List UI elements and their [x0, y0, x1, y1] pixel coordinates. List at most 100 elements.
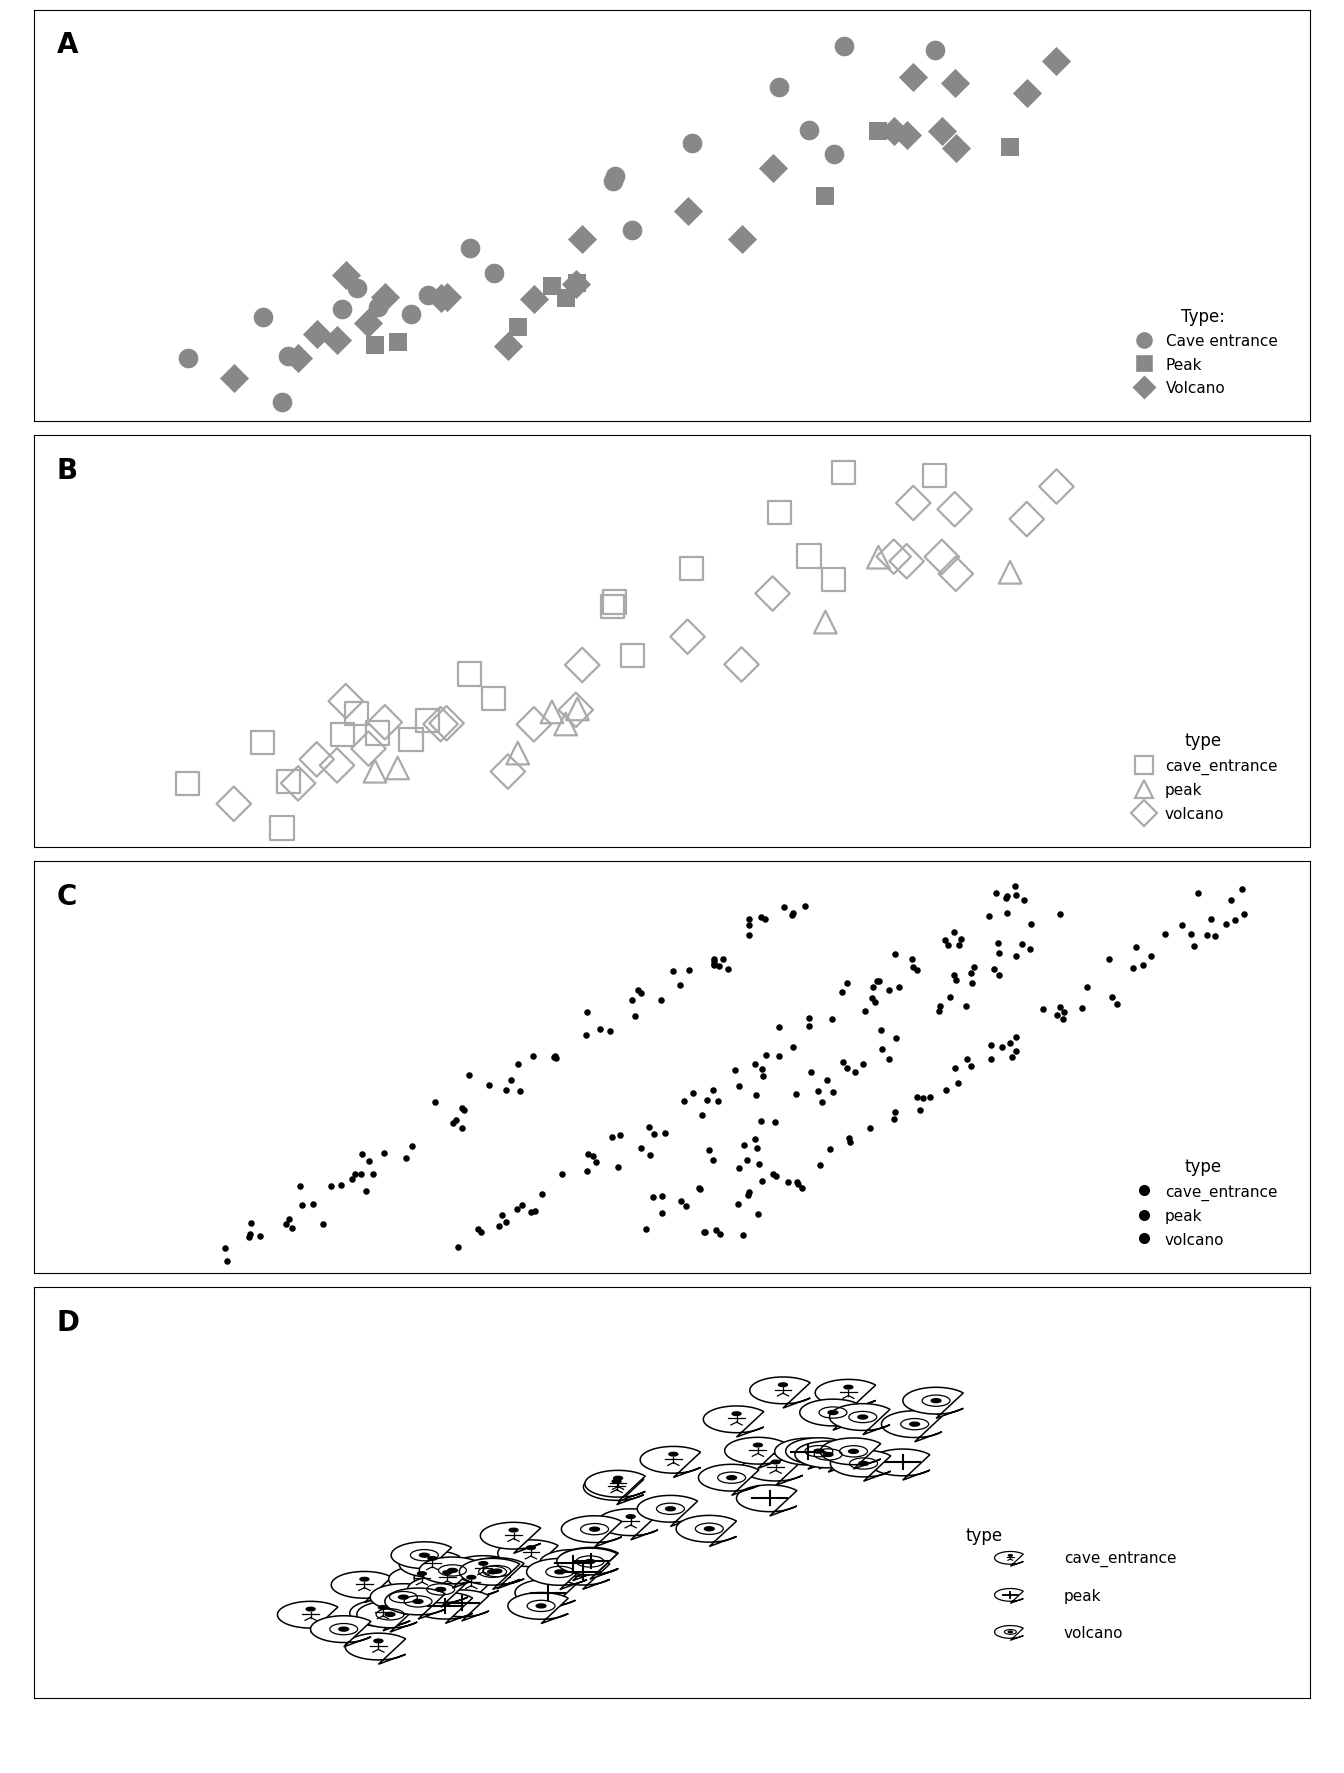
Circle shape [771, 1461, 780, 1464]
PathPatch shape [800, 1399, 860, 1431]
Point [458, 236, 480, 264]
PathPatch shape [399, 1551, 460, 1582]
Point [981, 1046, 1003, 1074]
Point [507, 1195, 528, 1223]
Point [387, 328, 409, 356]
PathPatch shape [676, 1516, 737, 1546]
Point [931, 117, 953, 145]
Point [507, 739, 528, 768]
Circle shape [859, 1461, 868, 1466]
Point [289, 1172, 310, 1200]
Circle shape [360, 1578, 368, 1582]
Point [823, 566, 844, 594]
Point [335, 262, 356, 291]
PathPatch shape [774, 1438, 835, 1470]
Point [814, 183, 836, 211]
PathPatch shape [460, 1558, 520, 1590]
Circle shape [444, 1571, 452, 1574]
Circle shape [848, 1450, 859, 1454]
Circle shape [386, 1612, 395, 1617]
Point [327, 752, 348, 780]
Point [1019, 934, 1040, 963]
Point [702, 1076, 723, 1105]
PathPatch shape [331, 1571, 391, 1603]
Point [728, 1154, 750, 1183]
Text: volcano: volcano [1064, 1624, 1124, 1640]
Text: D: D [56, 1308, 79, 1335]
Point [902, 954, 923, 982]
Circle shape [669, 1452, 677, 1456]
PathPatch shape [450, 1557, 511, 1587]
Point [401, 301, 422, 330]
Point [544, 1043, 566, 1071]
Point [363, 1161, 384, 1190]
Point [809, 1151, 831, 1179]
Point [1005, 1023, 1027, 1051]
PathPatch shape [370, 1583, 430, 1615]
PathPatch shape [480, 1523, 540, 1553]
Point [737, 1181, 758, 1209]
Point [599, 1018, 621, 1046]
Point [331, 1172, 352, 1200]
Point [867, 968, 888, 996]
Point [996, 899, 1017, 927]
PathPatch shape [419, 1557, 480, 1589]
PathPatch shape [515, 1580, 575, 1610]
Point [555, 285, 577, 314]
Circle shape [590, 1527, 599, 1532]
Point [669, 972, 691, 1000]
Point [332, 722, 353, 750]
Point [1004, 872, 1025, 901]
Point [769, 1043, 790, 1071]
Point [454, 1096, 476, 1124]
Point [609, 1121, 630, 1149]
Point [442, 1108, 464, 1136]
Point [833, 34, 855, 62]
Point [691, 1101, 712, 1129]
Point [607, 1154, 629, 1183]
Point [883, 1105, 905, 1133]
Point [681, 1080, 703, 1108]
PathPatch shape [384, 1589, 445, 1619]
Point [750, 902, 771, 931]
Point [458, 1060, 480, 1089]
Point [703, 950, 724, 979]
Circle shape [754, 1443, 762, 1447]
Point [564, 697, 586, 725]
Point [367, 720, 388, 748]
Point [575, 1021, 597, 1050]
Point [948, 931, 969, 959]
PathPatch shape [831, 1450, 891, 1482]
Point [241, 1209, 262, 1238]
Point [509, 1078, 531, 1106]
Point [341, 1165, 363, 1193]
Point [978, 902, 1000, 931]
Point [555, 711, 577, 739]
PathPatch shape [724, 1438, 785, 1468]
Point [929, 993, 950, 1021]
Point [640, 1142, 661, 1170]
Point [578, 1140, 599, 1168]
PathPatch shape [816, 1379, 876, 1411]
Point [943, 71, 965, 99]
Point [863, 973, 884, 1002]
Circle shape [828, 1411, 837, 1415]
Point [546, 1044, 567, 1073]
PathPatch shape [407, 1576, 468, 1606]
Point [523, 1043, 544, 1071]
Point [347, 275, 368, 303]
Point [961, 970, 982, 998]
Point [1122, 954, 1144, 982]
PathPatch shape [508, 1592, 569, 1624]
Circle shape [814, 1449, 824, 1454]
Point [948, 1069, 969, 1097]
PathPatch shape [388, 1566, 449, 1597]
Point [737, 1145, 758, 1174]
Point [1180, 920, 1202, 949]
Point [542, 699, 563, 727]
Point [364, 757, 386, 785]
Point [278, 342, 300, 371]
Circle shape [536, 1605, 546, 1608]
Point [636, 1216, 657, 1245]
Point [1200, 906, 1222, 934]
